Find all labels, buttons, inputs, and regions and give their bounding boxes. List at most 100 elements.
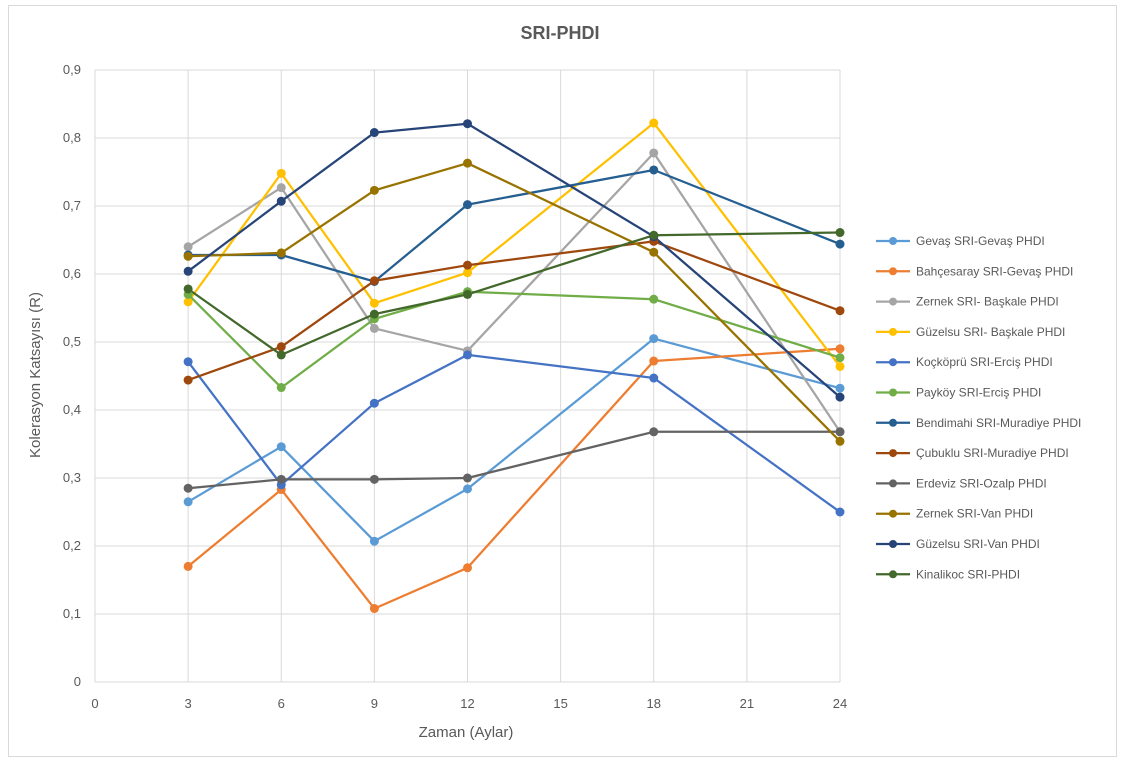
data-point	[835, 383, 845, 393]
legend-item: Zernek SRI-Van PHDI	[876, 507, 1033, 521]
x-tick-label: 3	[185, 696, 192, 711]
data-point	[835, 344, 845, 354]
series-line-6	[187, 290, 841, 389]
y-tick-label: 0,4	[63, 402, 81, 417]
data-point	[649, 294, 659, 304]
legend-label: Bendimahi SRI-Muradiye PHDI	[916, 416, 1081, 430]
chart-area	[8, 5, 1117, 757]
data-point	[276, 168, 286, 178]
x-tick-label: 15	[553, 696, 567, 711]
data-point	[183, 251, 193, 261]
data-point	[463, 473, 472, 483]
y-axis-title: Kolerasyon Katsayısı (R)	[27, 292, 44, 458]
legend-item: Güzelsu SRI- Başkale PHDI	[876, 325, 1065, 339]
legend-label: Güzelsu SRI- Başkale PHDI	[916, 325, 1065, 339]
legend-item: Güzelsu SRI-Van PHDI	[876, 537, 1040, 551]
data-point	[835, 427, 845, 437]
data-point	[835, 306, 845, 316]
data-point	[835, 228, 845, 238]
data-point	[463, 200, 472, 210]
data-point	[835, 239, 845, 249]
x-tick-label: 21	[740, 696, 754, 711]
series-line-8	[187, 240, 841, 382]
legend-item: Çubuklu SRI-Muradiye PHDI	[876, 446, 1069, 460]
legend-marker	[889, 570, 897, 579]
series-line-3	[187, 151, 841, 433]
data-point	[649, 334, 659, 344]
series-line-7	[188, 168, 841, 283]
x-axis-title: Zaman (Aylar)	[419, 724, 514, 741]
data-point	[463, 119, 472, 129]
legend-marker	[889, 327, 897, 336]
data-point	[835, 361, 845, 371]
data-point	[649, 373, 659, 383]
data-point	[369, 323, 379, 333]
data-point	[463, 484, 472, 494]
data-point	[463, 350, 472, 360]
data-point	[183, 497, 193, 507]
data-point	[369, 309, 379, 319]
data-point	[649, 118, 659, 128]
data-point	[183, 561, 193, 571]
legend-label: Zernek SRI-Van PHDI	[916, 507, 1033, 521]
legend-marker	[889, 479, 897, 488]
y-tick-label: 0,3	[63, 470, 81, 485]
x-tick-label: 0	[91, 696, 98, 711]
data-point	[183, 242, 193, 252]
legend-marker	[889, 540, 897, 548]
x-tick-label: 6	[278, 696, 285, 711]
series-line-9	[187, 430, 840, 490]
data-point	[369, 604, 379, 614]
x-tick-label: 9	[371, 696, 378, 711]
legend-label: Zernek SRI- Başkale PHDI	[916, 295, 1059, 309]
x-tick-label: 12	[460, 696, 474, 711]
data-point	[183, 266, 193, 276]
legend-label: Güzelsu SRI-Van PHDI	[916, 537, 1040, 551]
legend-item: Zernek SRI- Başkale PHDI	[876, 295, 1059, 309]
x-tick-label: 24	[833, 696, 847, 711]
data-point	[835, 436, 845, 446]
legend-marker	[889, 388, 897, 397]
legend-label: Bahçesaray SRI-Gevaş PHDI	[916, 264, 1073, 278]
y-tick-label: 0,8	[63, 130, 81, 145]
data-point	[463, 563, 472, 573]
legend-marker	[889, 449, 897, 458]
data-point	[276, 442, 286, 452]
data-point	[369, 474, 379, 484]
data-point	[183, 375, 193, 385]
y-tick-label: 0,6	[63, 266, 81, 281]
legend-label: Çubuklu SRI-Muradiye PHDI	[916, 446, 1069, 460]
legend-label: Koçköprü SRI-Erciş PHDI	[916, 355, 1053, 369]
data-point	[276, 474, 286, 484]
chart-title: SRI-PHDI	[520, 23, 599, 43]
data-point	[369, 536, 379, 546]
series-line-5	[187, 353, 841, 513]
data-point	[649, 356, 659, 366]
data-point	[276, 248, 286, 258]
y-tick-label: 0,5	[63, 334, 81, 349]
data-point	[649, 230, 659, 240]
legend-marker	[889, 237, 897, 245]
data-point	[183, 483, 193, 493]
data-point	[649, 427, 659, 437]
data-point	[276, 183, 286, 193]
legend-item: Erdeviz SRI-Ozalp PHDI	[876, 476, 1047, 490]
series-line-4	[187, 121, 841, 368]
legend-item: Kinalikoc SRI-PHDI	[876, 567, 1020, 581]
legend-marker	[889, 358, 897, 367]
data-point	[276, 342, 286, 352]
data-point	[369, 398, 379, 408]
data-point	[835, 353, 845, 363]
data-point	[835, 507, 845, 517]
data-point	[463, 268, 472, 278]
data-point	[183, 284, 193, 294]
legend-label: Kinalikoc SRI-PHDI	[916, 567, 1020, 581]
legend-marker	[889, 509, 897, 518]
y-tick-label: 0,2	[63, 538, 81, 553]
data-point	[463, 260, 472, 270]
data-point	[183, 297, 193, 307]
legend-marker	[889, 267, 897, 276]
data-point	[369, 128, 379, 138]
legend-label: Payköy SRI-Erciş PHDI	[916, 386, 1041, 400]
data-point	[369, 185, 379, 195]
